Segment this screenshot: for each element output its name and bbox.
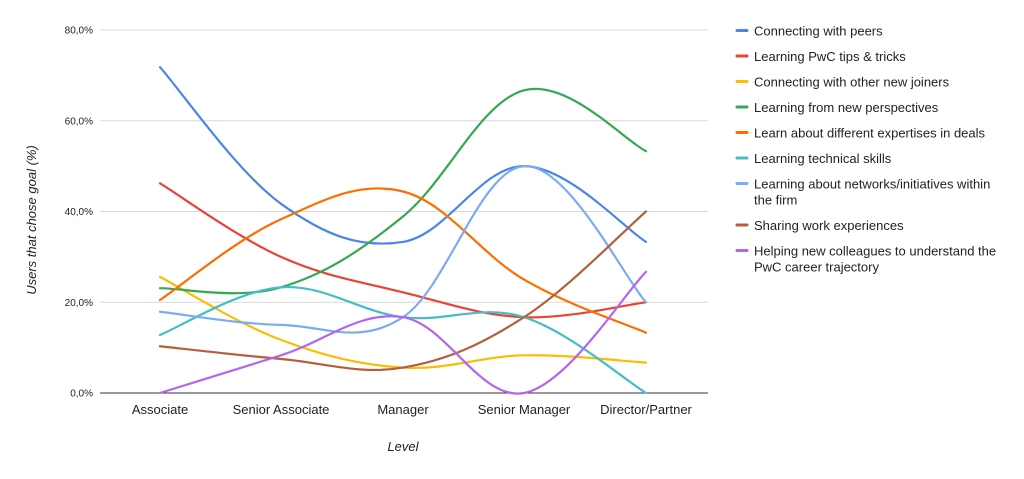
- legend-label-learning-technical-skills: Learning technical skills: [754, 151, 892, 166]
- y-axis-ticks: 0,0% 20,0% 40,0% 60,0% 80,0%: [65, 26, 93, 400]
- gridlines: [100, 29, 708, 303]
- series-line-learning-pwc-tips-tricks: [158, 182, 648, 319]
- x-tick-label: Senior Manager: [478, 402, 571, 417]
- x-axis-ticks: Associate Senior Associate Manager Senior M…: [132, 402, 693, 417]
- series-line-learning-from-new-perspectives: [158, 87, 648, 295]
- x-tick-label: Associate: [132, 402, 188, 417]
- x-tick-label: Director/Partner: [600, 402, 692, 417]
- series-lines: [158, 66, 648, 395]
- legend-label-helping-new-colleagues-to-understand-the-pwc-career-trajectory: Helping new colleagues to understand the…: [754, 244, 996, 275]
- x-tick-label: Senior Associate: [233, 402, 330, 417]
- legend-label-learning-about-networks-initiatives-within-the-firm: Learning about networks/initiatives with…: [754, 177, 990, 208]
- y-tick-label: 0,0%: [70, 389, 93, 400]
- legend-label-learning-from-new-perspectives: Learning from new perspectives: [754, 100, 939, 115]
- series-line-sharing-work-experiences: [158, 210, 648, 372]
- series-line-connecting-with-peers: [158, 66, 648, 245]
- series-line-learning-about-networks-initiatives-within-the-firm: [158, 164, 648, 334]
- y-axis-title: Users that chose goal (%): [24, 145, 39, 295]
- legend-label-learning-pwc-tips-tricks: Learning PwC tips & tricks: [754, 49, 906, 64]
- legend-label-connecting-with-other-new-joiners: Connecting with other new joiners: [754, 75, 950, 90]
- y-tick-label: 40,0%: [65, 207, 93, 218]
- legend-label-learn-about-different-expertises-in-deals: Learn about different expertises in deal…: [754, 126, 986, 141]
- x-axis-title: Level: [387, 439, 419, 454]
- y-tick-label: 80,0%: [65, 26, 93, 37]
- y-tick-label: 20,0%: [65, 298, 93, 309]
- y-tick-label: 60,0%: [65, 116, 93, 127]
- legend: Connecting with peers Learning PwC tips &…: [735, 24, 996, 275]
- series-line-learn-about-different-expertises-in-deals: [158, 187, 648, 334]
- x-tick-label: Manager: [377, 402, 429, 417]
- legend-label-connecting-with-peers: Connecting with peers: [754, 24, 883, 39]
- legend-label-sharing-work-experiences: Sharing work experiences: [754, 218, 904, 233]
- series-line-helping-new-colleagues-to-understand-the-pwc-career-trajectory: [158, 270, 648, 395]
